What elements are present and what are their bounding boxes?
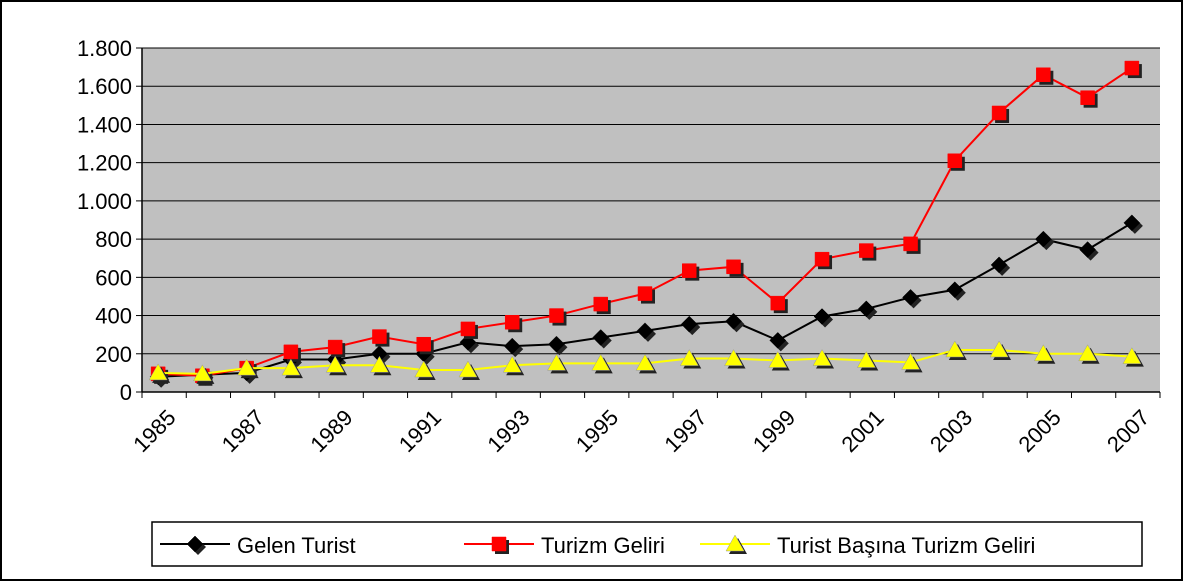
marker (1122, 347, 1142, 364)
marker (416, 336, 431, 352)
y-tick-label: 1.000 (77, 189, 132, 214)
legend-marker (725, 534, 745, 552)
marker (902, 289, 919, 306)
marker (372, 329, 387, 344)
marker (370, 355, 389, 373)
marker (726, 259, 741, 275)
marker (327, 339, 343, 355)
marker (724, 349, 743, 366)
marker (989, 340, 1009, 358)
marker (192, 364, 212, 382)
legend-box (151, 521, 1143, 567)
y-tick-label: 200 (95, 342, 132, 367)
marker (945, 340, 965, 358)
marker (148, 363, 168, 381)
y-tick-label: 1.600 (77, 74, 132, 99)
plot-area (142, 48, 1160, 392)
marker (549, 308, 564, 323)
marker (990, 256, 1008, 274)
marker (1036, 67, 1051, 83)
y-tick-label: 0 (120, 380, 132, 405)
marker (592, 329, 610, 346)
y-tick-label: 600 (95, 265, 132, 290)
marker (680, 315, 698, 333)
marker (591, 353, 611, 371)
marker (1079, 241, 1096, 258)
y-tick-label: 800 (95, 227, 132, 252)
legend-marker (491, 536, 507, 552)
marker (1078, 344, 1098, 362)
marker (237, 358, 257, 376)
marker (502, 355, 522, 373)
legend-label: Gelen Turist (237, 533, 356, 558)
marker (991, 105, 1007, 121)
marker (725, 312, 742, 330)
y-tick-label: 1.400 (77, 112, 132, 137)
marker (814, 251, 830, 267)
legend-marker (186, 535, 204, 553)
marker (1033, 344, 1053, 362)
marker (547, 353, 566, 371)
marker (679, 349, 699, 366)
marker (857, 300, 875, 318)
marker (903, 236, 918, 252)
marker (768, 350, 788, 368)
marker (325, 355, 345, 373)
marker (635, 353, 655, 371)
marker (460, 321, 476, 337)
marker (637, 286, 653, 301)
marker (503, 337, 521, 355)
marker (548, 335, 565, 353)
marker (1080, 90, 1095, 105)
y-tick-label: 1.200 (77, 151, 132, 176)
marker (458, 360, 478, 378)
marker (812, 349, 832, 366)
marker (1124, 60, 1140, 76)
marker (283, 344, 299, 360)
y-tick-label: 1.800 (77, 36, 132, 61)
marker (769, 332, 787, 349)
legend-label: Turist Başına Turizm Geliri (777, 533, 1035, 558)
marker (636, 322, 654, 340)
marker (946, 281, 964, 299)
marker (947, 153, 963, 169)
legend-label: Turizm Geliri (541, 533, 665, 558)
marker (1034, 230, 1052, 248)
marker (281, 358, 301, 376)
marker (901, 352, 920, 370)
marker (859, 243, 874, 258)
marker (813, 308, 831, 325)
marker (1123, 214, 1141, 232)
marker (856, 350, 876, 368)
y-tick-label: 400 (95, 304, 132, 329)
marker (504, 314, 520, 330)
marker (414, 360, 434, 378)
marker (593, 296, 608, 312)
marker (682, 263, 697, 278)
marker (770, 295, 786, 311)
